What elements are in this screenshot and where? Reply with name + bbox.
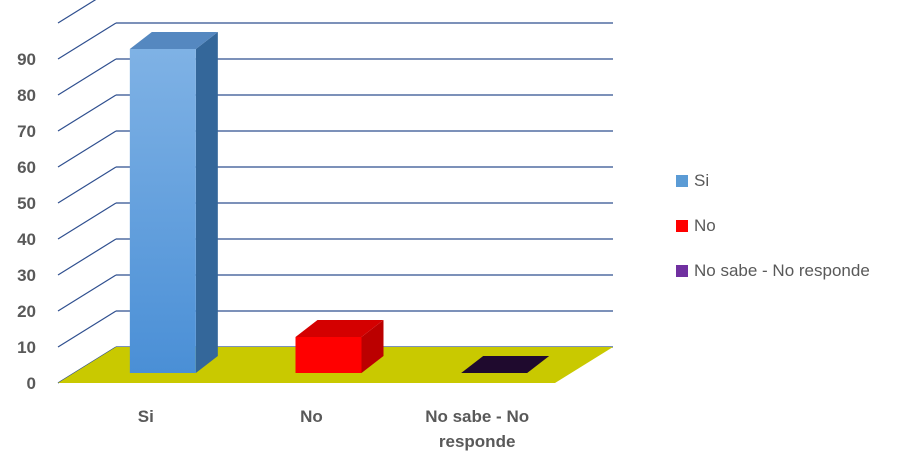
bar-top — [461, 356, 550, 373]
x-category-label: No sabe - No — [425, 407, 529, 426]
bar-top — [295, 320, 384, 337]
gridline-side — [57, 202, 117, 240]
bar-front — [129, 49, 196, 373]
bar-side — [195, 32, 218, 373]
legend: Si No No sabe - No responde — [676, 171, 870, 280]
x-category-label: responde — [439, 432, 516, 451]
legend-swatch — [676, 265, 688, 277]
x-category-label: No — [300, 407, 323, 426]
y-tick-label: 30 — [17, 266, 36, 285]
bar-2 — [295, 320, 384, 373]
gridline-side — [57, 94, 117, 132]
gridline-side — [57, 22, 117, 60]
legend-label: No sabe - No responde — [694, 261, 870, 280]
legend-swatch — [676, 220, 688, 232]
chart-bars — [129, 32, 550, 373]
y-tick-label: 20 — [17, 302, 36, 321]
gridline-side — [57, 274, 117, 312]
gridline-side — [57, 238, 117, 276]
legend-label: No — [694, 216, 716, 235]
bar-1 — [129, 32, 218, 373]
bar-front — [295, 337, 362, 373]
x-category-label: Si — [138, 407, 154, 426]
y-axis-ticks: 0 10 20 30 40 50 60 70 80 90 — [17, 50, 36, 393]
gridline-side — [57, 58, 117, 96]
bar-side — [361, 320, 384, 373]
legend-swatch — [676, 175, 688, 187]
y-tick-label: 50 — [17, 194, 36, 213]
y-tick-label: 90 — [17, 50, 36, 69]
gridline-side — [57, 310, 117, 348]
y-tick-label: 40 — [17, 230, 36, 249]
gridline-side — [57, 0, 97, 24]
bar-3 — [461, 356, 550, 373]
y-tick-label: 60 — [17, 158, 36, 177]
y-tick-label: 10 — [17, 338, 36, 357]
gridline-side — [57, 130, 117, 168]
legend-label: Si — [694, 171, 709, 190]
bar-top — [129, 32, 218, 49]
y-tick-label: 80 — [17, 86, 36, 105]
gridline-side — [57, 166, 117, 204]
y-tick-label: 70 — [17, 122, 36, 141]
x-axis-labels: Si No No sabe - No responde — [138, 407, 529, 451]
y-tick-label: 0 — [27, 374, 36, 393]
